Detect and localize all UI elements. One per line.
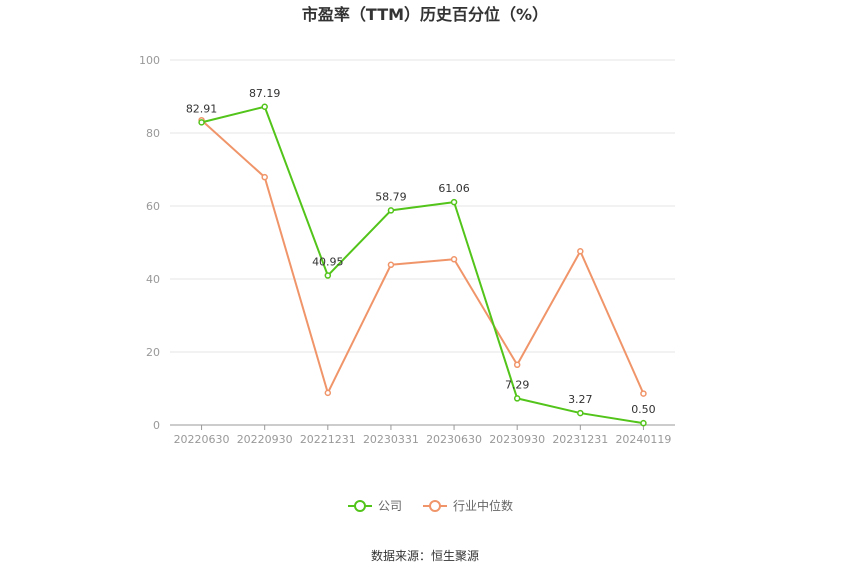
chart-title: 市盈率（TTM）历史百分位（%） (302, 5, 548, 24)
y-tick-label: 60 (146, 200, 160, 213)
data-point (513, 395, 521, 402)
axes: 0 20 40 60 80 100 20220630 20220930 20221231 2023… (139, 54, 675, 446)
data-point (577, 409, 584, 417)
data-point (324, 389, 332, 397)
data-point (261, 103, 268, 111)
source-note: 数据来源：恒生聚源 (371, 548, 479, 563)
data-point (450, 198, 458, 206)
data-label: 58.79 (375, 190, 407, 203)
y-tick-label: 40 (146, 273, 160, 286)
x-tick-label: 20230331 (363, 433, 419, 446)
x-tick-label: 20220630 (174, 433, 230, 446)
data-point (450, 256, 458, 263)
y-tick-label: 100 (139, 54, 160, 67)
y-tick-label: 20 (146, 346, 160, 359)
data-label: 82.91 (186, 102, 218, 115)
series-lines (198, 103, 647, 427)
data-point (387, 207, 395, 214)
data-point (198, 119, 205, 126)
series-line (201, 105, 644, 425)
data-point (387, 261, 395, 269)
data-point (577, 248, 584, 255)
x-tick-label: 20231231 (552, 433, 608, 446)
data-point (324, 272, 332, 279)
x-tick-label: 20240119 (615, 433, 671, 446)
data-label: 87.19 (249, 87, 281, 100)
legend-swatch-marker (429, 500, 441, 512)
data-label: 7.29 (505, 378, 530, 391)
y-tick-label: 80 (146, 127, 160, 140)
x-tick-label: 20230630 (426, 433, 482, 446)
data-label: 40.95 (312, 256, 344, 269)
legend-swatch-marker (354, 500, 366, 512)
data-label: 3.27 (568, 393, 593, 406)
legend-label: 行业中位数 (453, 498, 513, 513)
x-tick-label: 20230930 (489, 433, 545, 446)
legend-label: 公司 (378, 499, 402, 513)
data-labels: 82.91 87.19 40.95 58.79 61.06 7.29 3.27 0.50 (186, 87, 656, 416)
data-label: 0.50 (631, 403, 656, 416)
x-tick-label: 20221231 (300, 433, 356, 446)
x-tick-label: 20220930 (237, 433, 293, 446)
data-point (640, 390, 647, 397)
data-point (261, 173, 268, 181)
data-point (640, 419, 647, 427)
legend[interactable]: 公司 行业中位数 (348, 498, 513, 513)
y-tick-label: 0 (153, 419, 160, 432)
series-line (200, 119, 645, 395)
data-point (513, 361, 521, 369)
data-label: 61.06 (438, 182, 470, 195)
